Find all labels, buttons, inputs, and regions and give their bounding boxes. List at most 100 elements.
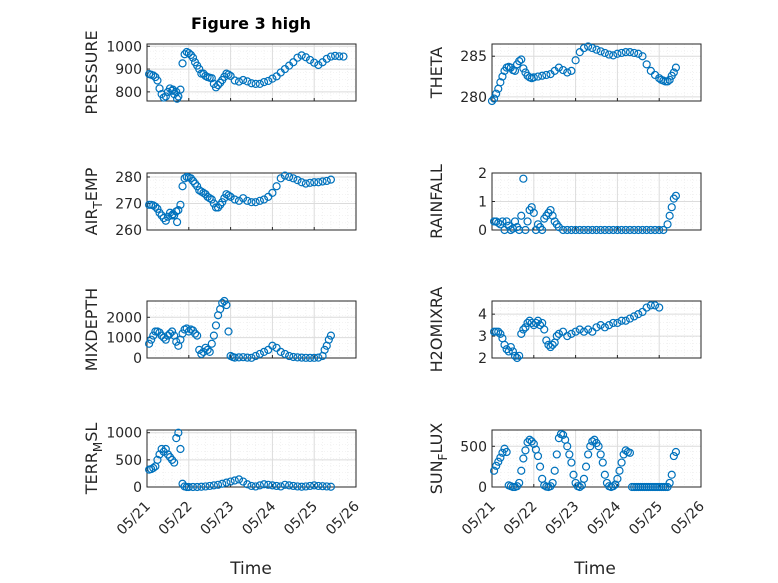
data-point (617, 48, 626, 58)
data-point (519, 325, 528, 334)
x-tick-label: 05/24 (239, 498, 279, 538)
data-point (301, 353, 310, 362)
data-point (297, 51, 306, 60)
data-point (571, 327, 580, 336)
axes-4: 0 1000 2000 MIXDEPTH (82, 288, 357, 371)
data-point (239, 477, 248, 486)
data-point (550, 466, 559, 475)
data-point (630, 225, 639, 235)
data-point (630, 312, 639, 321)
data-point (510, 351, 520, 360)
data-point (188, 176, 198, 186)
data-point (613, 49, 622, 58)
data-point (289, 174, 298, 183)
data-point (305, 481, 315, 491)
data-point (584, 325, 593, 334)
data-point (213, 203, 223, 212)
x-tick-label: 05/25 (626, 499, 666, 539)
data-point (600, 470, 609, 479)
data-point (188, 482, 198, 492)
data-point (596, 225, 605, 235)
x-tick-label: 05/22 (501, 499, 541, 539)
data-point (159, 213, 168, 223)
axes-box (491, 429, 702, 488)
data-point (579, 474, 589, 483)
data-point (604, 50, 614, 59)
data-point (193, 331, 202, 340)
data-point (519, 174, 528, 183)
data-point (209, 481, 218, 490)
y-tick-label: 1000 (106, 39, 142, 55)
data-point (207, 195, 216, 204)
data-point (322, 176, 331, 186)
data-point (222, 478, 231, 487)
data-point (533, 72, 543, 81)
data-point (671, 63, 681, 72)
data-point (230, 195, 239, 204)
data-point (571, 56, 580, 65)
data-point (149, 463, 158, 473)
data-point (247, 353, 256, 362)
data-point (584, 42, 593, 51)
data-point (496, 78, 505, 87)
data-point (525, 435, 534, 444)
data-point (172, 337, 181, 346)
data-point (234, 353, 244, 362)
data-point (621, 316, 630, 325)
data-point (552, 450, 561, 459)
data-point (190, 179, 200, 188)
data-point (558, 327, 568, 336)
data-point (297, 178, 306, 187)
axes-5: 2 3 4 H2OMIXRA (427, 287, 702, 372)
data-point (489, 466, 499, 475)
data-point (259, 77, 269, 87)
data-point (671, 191, 681, 200)
data-point (494, 457, 503, 466)
data-point (600, 225, 609, 235)
data-point (280, 171, 290, 180)
data-point (155, 450, 164, 459)
data-point (310, 178, 319, 187)
data-point (239, 75, 248, 85)
data-point (548, 340, 557, 349)
data-point (149, 71, 158, 80)
data-point (655, 303, 664, 312)
data-point (326, 482, 336, 491)
data-point (310, 481, 319, 490)
data-point (276, 174, 285, 183)
data-point (163, 331, 172, 340)
data-point (322, 482, 331, 491)
data-point (663, 482, 672, 492)
data-point (230, 353, 239, 362)
data-point (575, 325, 584, 334)
data-point (667, 203, 676, 212)
data-point (224, 191, 233, 200)
data-point (272, 182, 281, 191)
data-point (320, 345, 329, 354)
data-point (558, 225, 568, 235)
data-point (259, 195, 269, 204)
data-point (172, 217, 182, 227)
data-point (310, 58, 319, 67)
data-point (280, 349, 290, 359)
data-point (176, 85, 185, 94)
data-point (567, 66, 576, 75)
y-axis-label: THETA (427, 47, 446, 99)
data-point (161, 335, 170, 344)
data-point (213, 480, 223, 489)
y-tick-label: 0 (478, 480, 487, 496)
x-axis-label-left: Time (229, 559, 272, 579)
axes-box (491, 43, 702, 102)
data-point (625, 225, 635, 235)
data-point (234, 475, 244, 484)
data-point (222, 300, 231, 310)
data-point (642, 225, 651, 235)
data-point (496, 453, 505, 462)
data-point (492, 89, 501, 98)
data-point (598, 458, 607, 467)
y-axis-label: RAINFALL (427, 164, 446, 239)
data-point (669, 451, 678, 461)
data-point (510, 217, 520, 226)
data-point (297, 482, 306, 491)
data-point (498, 448, 507, 457)
